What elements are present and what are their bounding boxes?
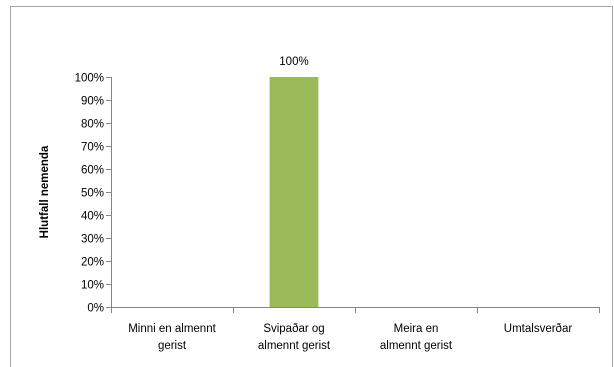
y-axis-title: Hlutfall nemenda — [39, 145, 51, 238]
y-tick-label: 100% — [75, 73, 104, 85]
chart-frame-border — [10, 6, 613, 367]
bar-data-label: 100% — [279, 56, 308, 68]
x-category-label-line: Minni en almennt — [128, 323, 216, 335]
x-category-label-line: Meira en — [394, 323, 439, 335]
y-tick-label: 0% — [87, 303, 104, 315]
y-tick-label: 30% — [81, 234, 104, 246]
x-category-label-line: gerist — [158, 340, 187, 352]
y-tick-label: 70% — [81, 142, 104, 154]
y-tick-label: 10% — [81, 280, 104, 292]
y-tick-label: 90% — [81, 96, 104, 108]
y-tick-label: 20% — [81, 257, 104, 269]
y-tick-label: 50% — [81, 188, 104, 200]
y-tick-label: 60% — [81, 165, 104, 177]
x-category-label: Minni en almennt gerist — [128, 323, 216, 352]
plot-layer: 0% 10% 20% 30% 40% 50% 60% 70% 80% 90% 100% Minni e… — [75, 56, 600, 352]
x-category-label-line: Svipaðar og — [263, 323, 324, 335]
y-tick-label: 80% — [81, 119, 104, 131]
x-category-label-line: almennt gerist — [380, 340, 453, 352]
x-category-label: Svipaðar og almennt gerist — [258, 323, 331, 352]
x-category-label: Umtalsverðar — [504, 323, 573, 335]
bar-1 — [269, 77, 319, 307]
x-category-label-line: Umtalsverðar — [504, 323, 573, 335]
x-category-label: Meira en almennt gerist — [380, 323, 453, 352]
y-tick-label: 40% — [81, 211, 104, 223]
x-category-label-line: almennt gerist — [258, 340, 331, 352]
